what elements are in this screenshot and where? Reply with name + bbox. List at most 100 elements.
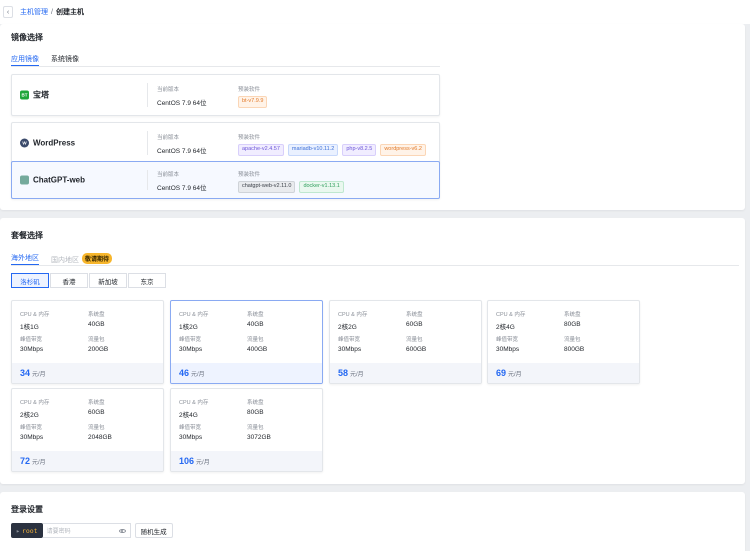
- plan-card[interactable]: CPU & 内存 1核1G 系统盘 40GB 峰值带宽 30Mbps 流量包 200GB 34 元…: [11, 300, 164, 384]
- plan-disk-value: 80GB: [247, 409, 264, 416]
- plan-card[interactable]: CPU & 内存 2核4G 系统盘 80GB 峰值带宽 30Mbps 流量包 3072GB 10…: [170, 388, 323, 472]
- plan-bandwidth-value: 30Mbps: [20, 434, 44, 441]
- login-row: ▸ root 请要密码 随机生成: [11, 523, 173, 538]
- plan-cpu-mem-value: 2核2G: [20, 412, 39, 419]
- tab-divider: [11, 66, 440, 67]
- plan-bandwidth-label: 峰值带宽: [179, 337, 202, 343]
- software-chip: docker-v1.13.1: [299, 181, 344, 193]
- tab-overseas[interactable]: 海外地区: [11, 251, 39, 265]
- software-chip: bt-v7.9.9: [238, 96, 268, 108]
- plan-traffic-value: 3072GB: [247, 434, 271, 441]
- coming-soon-badge: 敬请期待: [82, 253, 113, 264]
- plan-price-unit: 元/月: [32, 459, 46, 466]
- password-input[interactable]: 请要密码: [42, 523, 131, 538]
- plan-cpu-mem: CPU & 内存 2核2G: [20, 398, 49, 419]
- region-selector: 洛杉矶 香港 新加坡 东京: [11, 273, 167, 288]
- user-icon: ▸: [16, 526, 20, 535]
- plan-cpu-mem-label: CPU & 内存: [338, 312, 368, 318]
- plan-card[interactable]: CPU & 内存 2核2G 系统盘 60GB 峰值带宽 30Mbps 流量包 600GB 58 元…: [329, 300, 482, 384]
- chevron-left-icon: ‹: [6, 8, 10, 16]
- plan-bandwidth-label: 峰值带宽: [20, 425, 43, 431]
- breadcrumb-parent[interactable]: 主机管理: [20, 9, 48, 16]
- image-name-label: WordPress: [33, 138, 76, 148]
- tab-domestic-label: 国内地区: [51, 257, 79, 264]
- image-name: ChatGPT-web: [20, 175, 85, 185]
- plan-disk: 系统盘 40GB: [88, 310, 105, 328]
- plan-disk-label: 系统盘: [88, 312, 105, 318]
- plan-disk-value: 80GB: [564, 321, 581, 328]
- plan-bandwidth: 峰值带宽 30Mbps: [338, 335, 361, 353]
- eye-icon[interactable]: [118, 528, 126, 533]
- plan-disk-value: 40GB: [88, 321, 105, 328]
- plan-traffic: 流量包 2048GB: [88, 423, 112, 441]
- software-chip: chatgpt-web-v2.11.0: [238, 181, 296, 193]
- plan-card[interactable]: CPU & 内存 2核4G 系统盘 80GB 峰值带宽 30Mbps 流量包 800GB 69 元…: [487, 300, 640, 384]
- software-chip: wordpress-v6.2: [380, 144, 426, 156]
- plan-price: 34: [20, 368, 31, 378]
- plan-bandwidth-value: 30Mbps: [496, 346, 520, 353]
- region-singapore[interactable]: 新加坡: [89, 273, 127, 288]
- plan-bandwidth: 峰值带宽 30Mbps: [179, 423, 202, 441]
- plan-traffic-label: 流量包: [88, 425, 105, 431]
- username-value: root: [21, 526, 38, 535]
- breadcrumb-current: 创建主机: [55, 9, 84, 16]
- region-los-angeles[interactable]: 洛杉矶: [11, 273, 49, 288]
- software-chip: mariadb-v10.11.2: [287, 144, 339, 156]
- image-name-label: 宝塔: [33, 90, 49, 100]
- image-card-baota[interactable]: BT 宝塔 当前版本 CentOS 7.9 64位 预装软件 bt-v7.9.9: [11, 74, 440, 116]
- plan-cpu-mem: CPU & 内存 1核1G: [20, 310, 49, 331]
- breadcrumb-separator: /: [51, 8, 53, 16]
- plan-cpu-mem-label: CPU & 内存: [20, 312, 50, 318]
- plan-traffic-value: 200GB: [88, 346, 109, 353]
- plan-cpu-mem-value: 2核2G: [338, 324, 357, 331]
- version-value: CentOS 7.9 64位: [157, 148, 207, 155]
- plan-card[interactable]: CPU & 内存 1核2G 系统盘 40GB 峰值带宽 30Mbps 流量包 400GB 46 元…: [170, 300, 323, 384]
- plan-cpu-mem-label: CPU & 内存: [20, 400, 50, 406]
- plan-traffic-value: 2048GB: [88, 434, 112, 441]
- plan-bandwidth-label: 峰值带宽: [20, 337, 43, 343]
- version-value: CentOS 7.9 64位: [157, 185, 207, 192]
- plan-price-unit: 元/月: [350, 371, 364, 378]
- plan-disk-label: 系统盘: [247, 400, 264, 406]
- plan-price: 46: [179, 368, 190, 378]
- plan-card[interactable]: CPU & 内存 2核2G 系统盘 60GB 峰值带宽 30Mbps 流量包 2048GB 72…: [11, 388, 164, 472]
- plan-disk-value: 60GB: [88, 409, 105, 416]
- software-block: 预装软件 apache-v2.4.57 mariadb-v10.11.2 php…: [238, 133, 430, 156]
- plan-traffic: 流量包 800GB: [564, 335, 584, 353]
- plan-disk-value: 40GB: [247, 321, 264, 328]
- version-block: 当前版本 CentOS 7.9 64位: [157, 170, 207, 192]
- plan-price: 72: [20, 456, 31, 466]
- image-section: 镜像选择 应用镜像 系统镜像 BT 宝塔 当前版本 CentOS 7.9 64位…: [0, 24, 745, 210]
- plan-disk-label: 系统盘: [247, 312, 264, 318]
- software-block: 预装软件 chatgpt-web-v2.11.0 docker-v1.13.1: [238, 170, 348, 193]
- breadcrumb: 主机管理 / 创建主机: [20, 7, 84, 17]
- plan-bandwidth: 峰值带宽 30Mbps: [20, 335, 43, 353]
- divider: [147, 131, 148, 155]
- tab-system-images[interactable]: 系统镜像: [51, 56, 79, 63]
- image-name: W WordPress: [20, 138, 76, 148]
- plan-disk-label: 系统盘: [406, 312, 423, 318]
- plan-cpu-mem-value: 2核4G: [496, 324, 515, 331]
- plan-cpu-mem-value: 1核2G: [179, 324, 198, 331]
- plan-cpu-mem: CPU & 内存 2核2G: [338, 310, 367, 331]
- plan-traffic-label: 流量包: [406, 337, 423, 343]
- tab-divider: [11, 265, 739, 266]
- plan-bandwidth-value: 30Mbps: [338, 346, 362, 353]
- plan-cpu-mem-label: CPU & 内存: [179, 400, 209, 406]
- back-button[interactable]: ‹: [3, 6, 13, 18]
- tab-app-images[interactable]: 应用镜像: [11, 52, 39, 66]
- divider: [147, 83, 148, 107]
- plan-traffic-label: 流量包: [247, 337, 264, 343]
- generate-password-button[interactable]: 随机生成: [134, 523, 173, 538]
- software-block: 预装软件 bt-v7.9.9: [238, 85, 271, 108]
- image-card-wordpress[interactable]: W WordPress 当前版本 CentOS 7.9 64位 预装软件 apa…: [11, 122, 440, 164]
- baota-logo-icon: BT: [20, 90, 29, 100]
- plan-price-bar: 106 元/月: [171, 451, 322, 471]
- plan-disk: 系统盘 60GB: [406, 310, 423, 328]
- image-card-chatgpt-web[interactable]: ChatGPT-web 当前版本 CentOS 7.9 64位 预装软件 cha…: [11, 161, 440, 199]
- region-tokyo[interactable]: 东京: [128, 273, 166, 288]
- plan-traffic-value: 600GB: [406, 346, 427, 353]
- region-hong-kong[interactable]: 香港: [50, 273, 88, 288]
- plan-price-unit: 元/月: [196, 459, 210, 466]
- version-value: CentOS 7.9 64位: [157, 100, 207, 107]
